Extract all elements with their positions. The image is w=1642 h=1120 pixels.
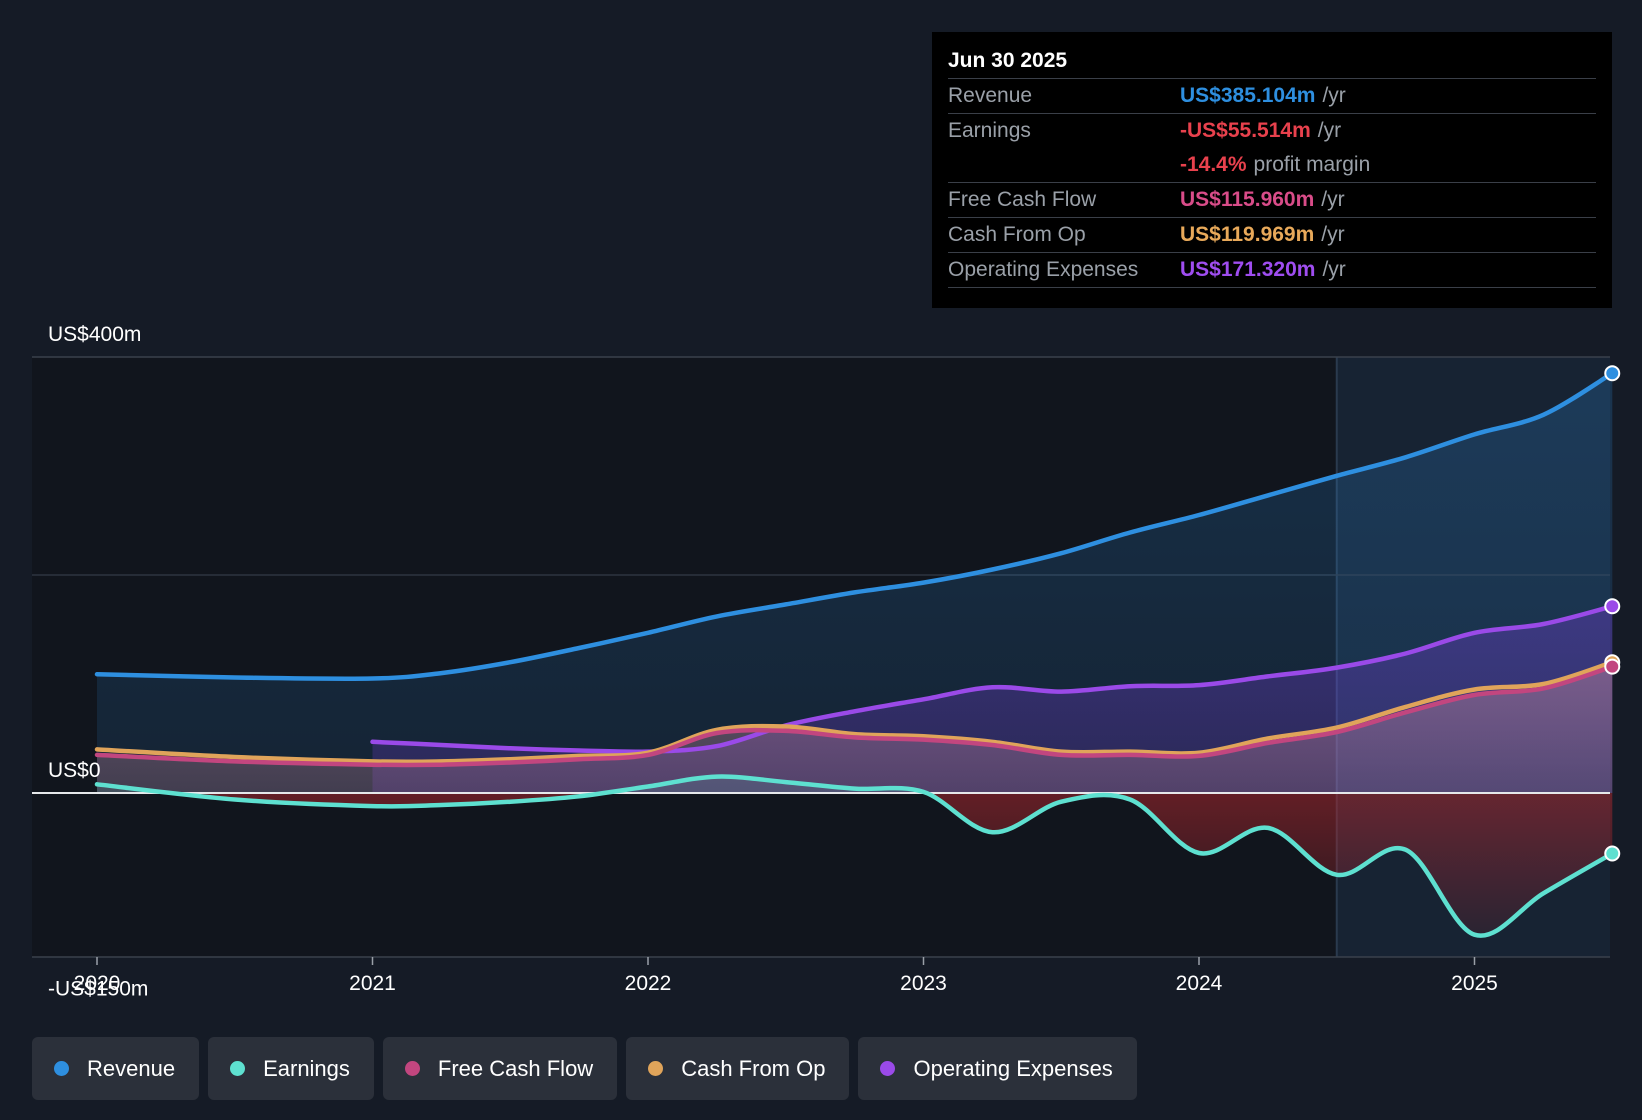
operating-expenses-line: [370, 604, 1615, 755]
y-axis-label: US$0: [48, 759, 101, 782]
legend-label: Cash From Op: [681, 1055, 826, 1081]
legend-label: Free Cash Flow: [437, 1055, 594, 1081]
free-cash-flow-line: [94, 664, 1615, 768]
tooltip-date: Jun 30 2025: [948, 49, 1068, 72]
x-tick-label: 2022: [625, 972, 672, 995]
tooltip-row-earnings: Earnings -US$55.514m /yr: [948, 113, 1596, 148]
revenue-end-marker: [1604, 365, 1621, 382]
tooltip-value: -14.4%: [1180, 153, 1247, 176]
x-tick-label: 2023: [900, 972, 947, 995]
legend-item-operating-expenses[interactable]: Operating Expenses: [858, 1037, 1137, 1100]
tooltip-unit: /yr: [1317, 119, 1342, 142]
earnings-line: [94, 774, 1615, 938]
x-tick-label: 2025: [1451, 972, 1498, 995]
tooltip-value: US$115.960m: [1180, 188, 1315, 211]
series-end-markers: [1604, 365, 1621, 862]
tooltip-label: Operating Expenses: [948, 258, 1139, 281]
legend-item-revenue[interactable]: Revenue: [32, 1037, 200, 1100]
x-tick-label: 2024: [1176, 972, 1223, 995]
tooltip-row-revenue: Revenue US$385.104m /yr: [948, 78, 1596, 113]
tooltip-unit: /yr: [1321, 188, 1345, 211]
x-axis-ticks: 2020 2021 2022 2023 2024 2025: [74, 957, 1498, 995]
tooltip-row-free-cash-flow: Free Cash Flow US$115.960m /yr: [948, 182, 1596, 217]
tooltip-unit: /yr: [1322, 84, 1346, 107]
legend: Revenue Earnings Free Cash Flow Cash Fro…: [32, 1037, 1137, 1100]
x-tick-label: 2021: [349, 972, 396, 995]
tooltip-label: Cash From Op: [948, 223, 1086, 246]
legend-item-cash-from-op[interactable]: Cash From Op: [626, 1037, 850, 1100]
tooltip-row-cash-from-op: Cash From Op US$119.969m /yr: [948, 217, 1596, 252]
y-axis-label: US$400m: [48, 323, 141, 346]
legend-dot-icon: [230, 1061, 246, 1076]
tooltip-label: Earnings: [948, 119, 1031, 142]
free-cash-flow-end-marker: [1604, 658, 1621, 675]
tooltip-label: Free Cash Flow: [948, 188, 1097, 211]
operating-expenses-end-marker: [1604, 598, 1621, 615]
revenue-line: [94, 370, 1615, 682]
cash-from-op-line: [94, 659, 1615, 765]
free-cash-flow-area: [97, 666, 1613, 793]
x-tick-label: 2020: [74, 972, 121, 995]
earnings-end-marker: [1604, 845, 1621, 862]
y-axis-label: -US$150m: [48, 978, 148, 1001]
legend-label: Operating Expenses: [913, 1055, 1113, 1081]
tooltip-value: US$119.969m: [1180, 223, 1315, 246]
tooltip-unit: /yr: [1321, 223, 1345, 246]
y-axis-labels: US$400m US$0 -US$150m: [48, 323, 148, 1001]
legend-item-free-cash-flow[interactable]: Free Cash Flow: [382, 1037, 618, 1100]
tooltip-value: US$171.320m: [1180, 258, 1316, 281]
tooltip-label: Revenue: [948, 84, 1033, 107]
tooltip-panel: Jun 30 2025 Revenue US$385.104m /yr Earn…: [932, 32, 1612, 308]
legend-dot-icon: [404, 1061, 420, 1076]
tooltip-row-operating-expenses: Operating Expenses US$171.320m /yr: [948, 252, 1596, 288]
legend-label: Earnings: [263, 1055, 350, 1081]
legend-dot-icon: [54, 1061, 69, 1076]
tooltip-unit: /yr: [1322, 258, 1346, 281]
tooltip-unit: profit margin: [1253, 153, 1371, 176]
series-lines: [94, 370, 1615, 938]
legend-label: Revenue: [87, 1055, 176, 1081]
earnings-negative-area: [97, 793, 1613, 936]
tooltip-row-profit-margin: -14.4% profit margin: [948, 148, 1596, 182]
legend-dot-icon: [648, 1061, 664, 1076]
tooltip-value: -US$55.514m: [1180, 119, 1311, 142]
tooltip-value: US$385.104m: [1180, 84, 1316, 107]
legend-item-earnings[interactable]: Earnings: [208, 1037, 374, 1100]
legend-dot-icon: [880, 1061, 896, 1076]
